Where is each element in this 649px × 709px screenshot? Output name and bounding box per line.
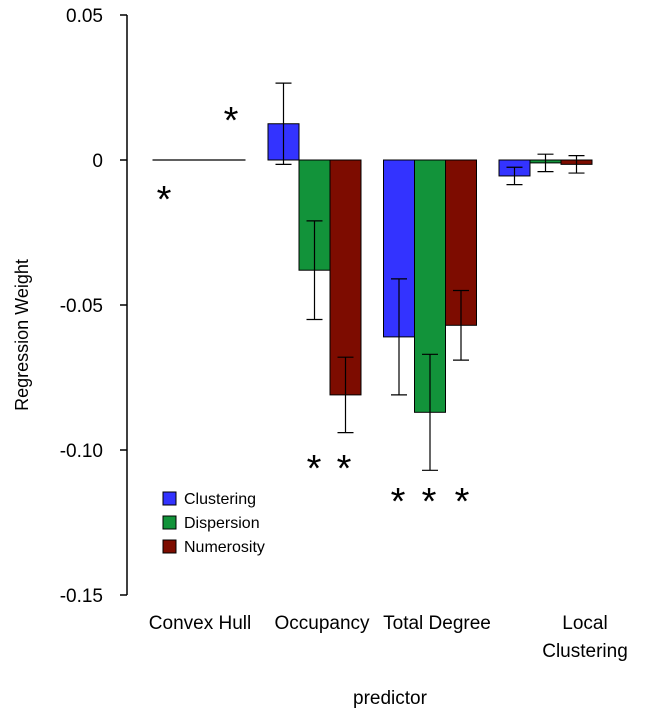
x-tick-label: Occupancy bbox=[274, 613, 370, 634]
bar bbox=[329, 159, 362, 396]
legend-label: Dispersion bbox=[184, 515, 260, 532]
legend-label: Clustering bbox=[184, 491, 256, 508]
error-bar bbox=[306, 220, 323, 321]
significance-marker: * bbox=[157, 179, 172, 221]
error-bar bbox=[568, 155, 585, 174]
legend-label: Numerosity bbox=[184, 539, 265, 556]
legend-swatch bbox=[162, 539, 177, 554]
significance-marker: * bbox=[224, 100, 239, 142]
significance-marker: * bbox=[455, 481, 470, 523]
y-axis-label: Regression Weight bbox=[12, 259, 32, 411]
y-tick-label: -0.15 bbox=[60, 586, 103, 607]
significance-marker: * bbox=[391, 481, 406, 523]
error-bar bbox=[422, 353, 438, 471]
significance-marker: * bbox=[337, 448, 352, 490]
x-tick-label: Total Degree bbox=[383, 613, 491, 634]
significance-marker: * bbox=[307, 448, 322, 490]
error-bar bbox=[506, 166, 523, 186]
significance-marker: * bbox=[422, 481, 437, 523]
y-tick-label: -0.10 bbox=[60, 441, 103, 462]
x-tick-label: Local Clustering bbox=[542, 613, 628, 662]
y-tick-label: 0 bbox=[92, 151, 103, 172]
y-tick-label: -0.05 bbox=[60, 296, 103, 317]
error-bar bbox=[275, 82, 292, 165]
legend-swatch bbox=[162, 491, 177, 506]
legend-swatch bbox=[162, 515, 177, 530]
error-bar bbox=[337, 356, 354, 434]
error-bar bbox=[453, 289, 469, 361]
error-bar bbox=[391, 278, 407, 396]
y-tick-label: 0.05 bbox=[66, 6, 103, 27]
error-bar bbox=[537, 153, 554, 173]
x-tick-label: Convex Hull bbox=[148, 613, 252, 634]
x-axis-label: predictor bbox=[353, 688, 428, 709]
